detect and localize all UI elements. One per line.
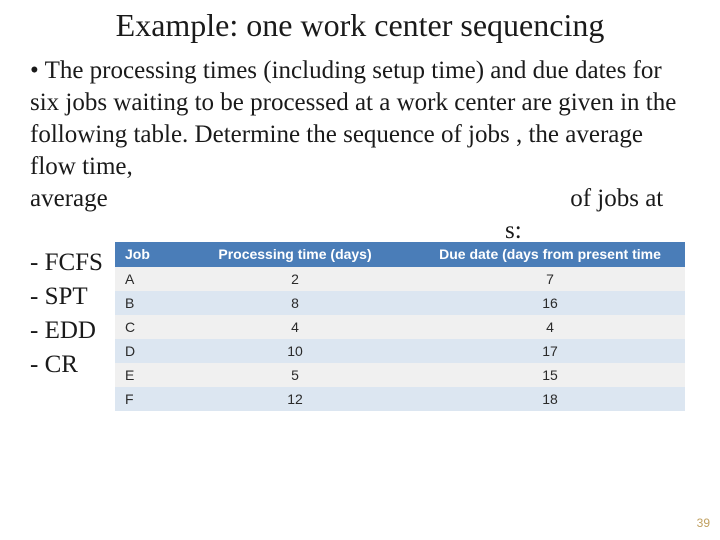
table-cell: A [115,267,175,291]
table-cell: F [115,387,175,411]
table-cell: 17 [415,339,685,363]
table-cell: 4 [415,315,685,339]
bullet-item: The processing times (including setup ti… [30,55,690,247]
table-header-cell: Job [115,242,175,267]
table-cell: D [115,339,175,363]
table-header-row: JobProcessing time (days)Due date (days … [115,242,685,267]
table-row: B816 [115,291,685,315]
table-cell: 8 [175,291,415,315]
table-cell: 12 [175,387,415,411]
table-cell: B [115,291,175,315]
table-cell: E [115,363,175,387]
table-row: F1218 [115,387,685,411]
table-header-cell: Due date (days from present time [415,242,685,267]
jobs-table: JobProcessing time (days)Due date (days … [115,242,685,411]
table-cell: 2 [175,267,415,291]
table-cell: 15 [415,363,685,387]
content-area: The processing times (including setup ti… [0,47,720,381]
table-cell: 7 [415,267,685,291]
table-cell: 5 [175,363,415,387]
table-cell: C [115,315,175,339]
table-body: A27B816C44D1017E515F1218 [115,267,685,411]
table-row: C44 [115,315,685,339]
table-cell: 18 [415,387,685,411]
table-cell: 16 [415,291,685,315]
table-row: D1017 [115,339,685,363]
table-header-cell: Processing time (days) [175,242,415,267]
table-row: E515 [115,363,685,387]
table-cell: 4 [175,315,415,339]
table-row: A27 [115,267,685,291]
table-cell: 10 [175,339,415,363]
slide-title: Example: one work center sequencing [0,0,720,47]
page-number: 39 [697,516,710,530]
